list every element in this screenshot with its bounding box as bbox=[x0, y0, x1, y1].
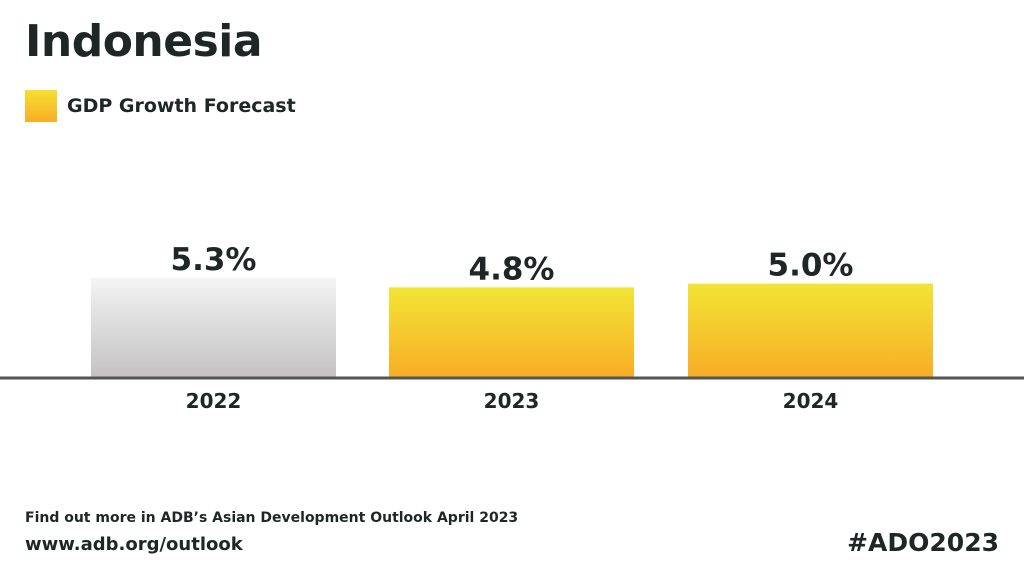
bar-2022 bbox=[91, 278, 336, 377]
page-title: Indonesia bbox=[25, 16, 263, 67]
legend-swatch bbox=[25, 90, 57, 122]
value-label-2022: 5.3% bbox=[171, 242, 257, 278]
bar-2023 bbox=[389, 287, 634, 377]
x-tick-label-2022: 2022 bbox=[186, 389, 242, 413]
footer-url[interactable]: www.adb.org/outlook bbox=[25, 534, 243, 555]
x-tick-label-2024: 2024 bbox=[783, 389, 839, 413]
legend: GDP Growth Forecast bbox=[25, 90, 296, 122]
bar-2024 bbox=[688, 283, 933, 377]
footer-hashtag: #ADO2023 bbox=[847, 528, 999, 557]
x-tick-label-2023: 2023 bbox=[484, 389, 540, 413]
value-label-2024: 5.0% bbox=[768, 248, 854, 284]
footer-note: Find out more in ADB’s Asian Development… bbox=[25, 510, 519, 526]
legend-label: GDP Growth Forecast bbox=[67, 95, 296, 117]
value-label-2023: 4.8% bbox=[469, 251, 555, 287]
